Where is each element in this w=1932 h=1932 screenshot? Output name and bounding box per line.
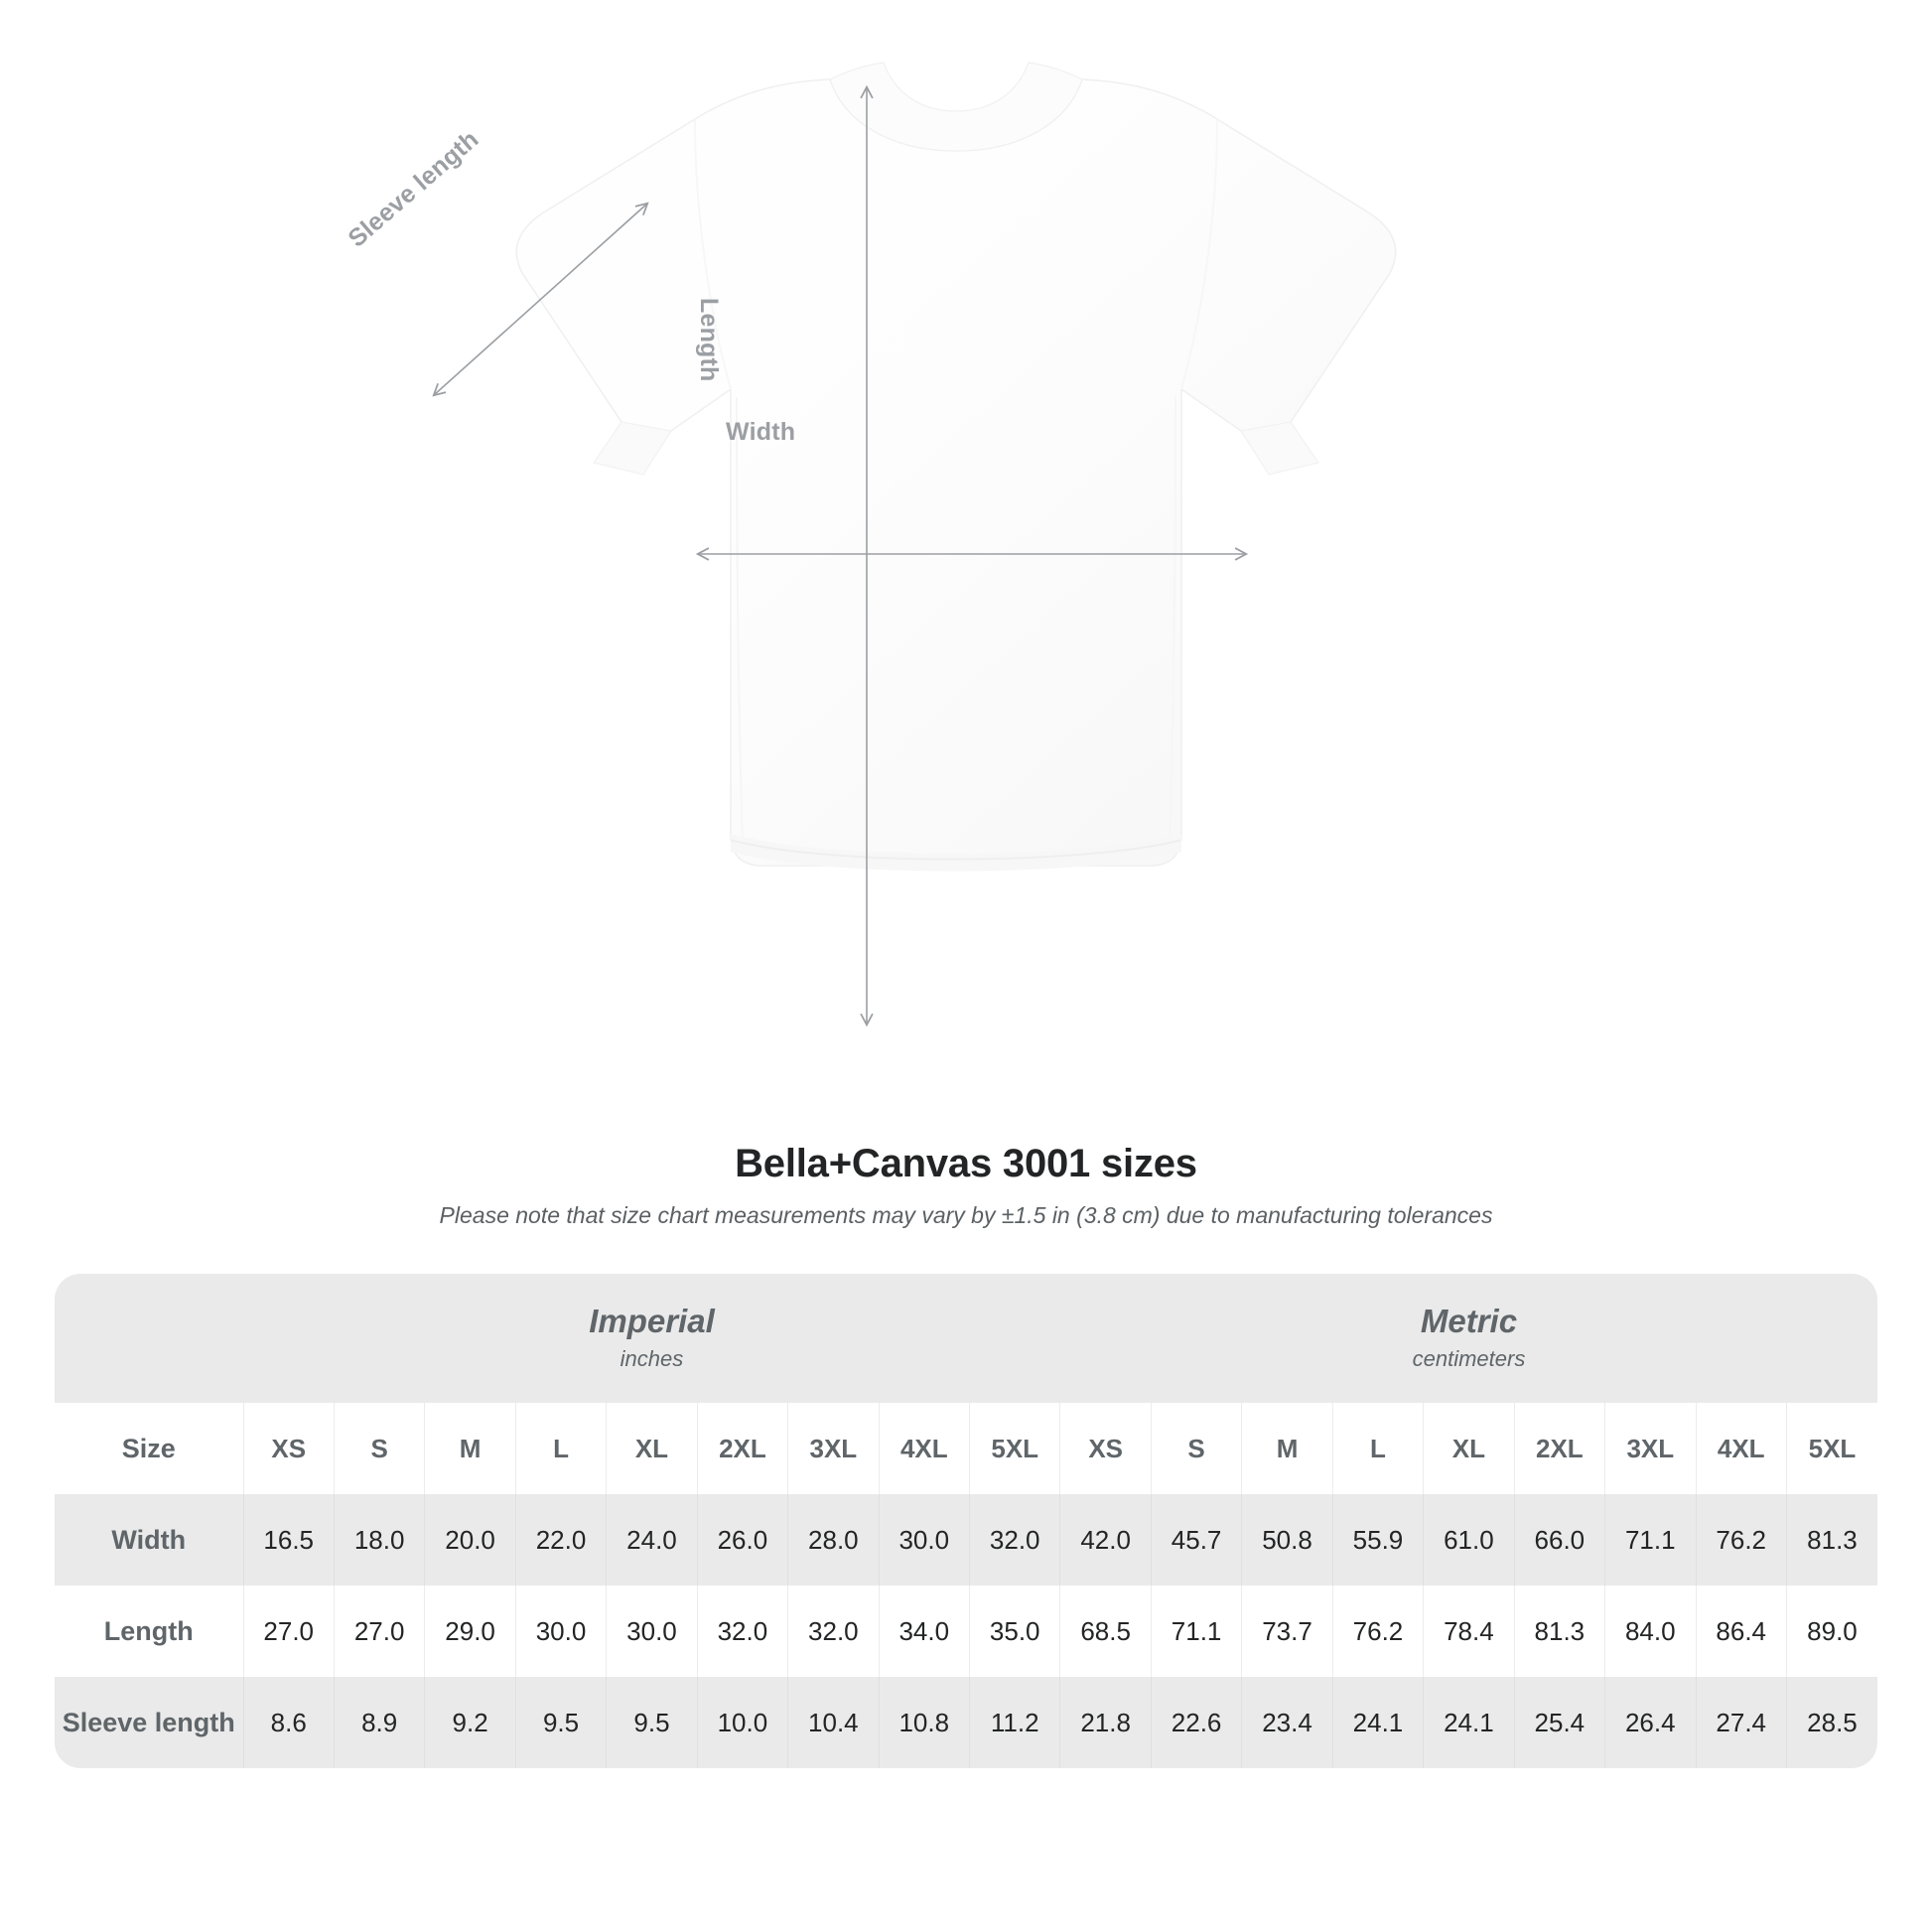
- unit-system-unit: inches: [620, 1346, 684, 1372]
- width-dimension-label: Width: [726, 418, 796, 446]
- measurement-value-cell: 81.3: [1513, 1586, 1605, 1677]
- measurement-row-label: Length: [55, 1586, 243, 1677]
- size-header-cell: 5XL: [968, 1403, 1060, 1494]
- measurement-value-cell: 10.4: [787, 1677, 880, 1768]
- measurement-value-cell: 32.0: [696, 1586, 788, 1677]
- tshirt-shape: [515, 62, 1397, 872]
- measurement-value-cell: 21.8: [1059, 1677, 1152, 1768]
- measurement-value-cell: 55.9: [1331, 1494, 1424, 1586]
- measurement-value-cell: 27.0: [242, 1586, 335, 1677]
- measurement-value-cell: 10.8: [878, 1677, 970, 1768]
- measurement-value-cell: 68.5: [1059, 1586, 1152, 1677]
- measurement-value-cell: 9.2: [424, 1677, 516, 1768]
- size-header-cell: XL: [1423, 1403, 1515, 1494]
- size-header-cell: 2XL: [1513, 1403, 1605, 1494]
- size-chart-table: Imperial inches Metric centimeters Size XS S M L…: [55, 1274, 1877, 1768]
- unit-system-name: Metric: [1420, 1302, 1518, 1339]
- measurement-value-cell: 28.0: [787, 1494, 880, 1586]
- measurement-value-cell: 29.0: [424, 1586, 516, 1677]
- measurement-value-cell: 42.0: [1059, 1494, 1152, 1586]
- size-header-cell: XL: [606, 1403, 698, 1494]
- measurement-value-cell: 26.0: [696, 1494, 788, 1586]
- measurement-row-label: Width: [55, 1494, 243, 1586]
- measurement-value-cell: 71.1: [1604, 1494, 1696, 1586]
- measurement-value-cell: 9.5: [514, 1677, 607, 1768]
- unit-system-name: Imperial: [589, 1302, 715, 1339]
- size-header-cell: XS: [242, 1403, 335, 1494]
- measurement-value-cell: 78.4: [1423, 1586, 1515, 1677]
- measurement-value-cell: 18.0: [333, 1494, 425, 1586]
- tolerance-note: Please note that size chart measurements…: [439, 1202, 1493, 1228]
- table-row: Width 16.5 18.0 20.0 22.0 24.0 26.0 28.0 30.0 32.…: [55, 1494, 1877, 1586]
- measurement-value-cell: 86.4: [1695, 1586, 1787, 1677]
- unit-system-header-row: Imperial inches Metric centimeters: [55, 1274, 1877, 1403]
- measurement-value-cell: 76.2: [1331, 1586, 1424, 1677]
- measurement-value-cell: 23.4: [1241, 1677, 1333, 1768]
- size-header-cell: 4XL: [878, 1403, 970, 1494]
- length-dimension-label: Length: [695, 298, 723, 382]
- size-header-cell: L: [514, 1403, 607, 1494]
- measurement-value-cell: 30.0: [606, 1586, 698, 1677]
- measurement-value-cell: 76.2: [1695, 1494, 1787, 1586]
- size-header-cell: S: [333, 1403, 425, 1494]
- measurement-value-cell: 66.0: [1513, 1494, 1605, 1586]
- table-row: Sleeve length 8.6 8.9 9.2 9.5 9.5 10.0 10.4 10.8…: [55, 1677, 1877, 1768]
- measurement-value-cell: 34.0: [878, 1586, 970, 1677]
- unit-system-cell-imperial: Imperial inches: [243, 1274, 1060, 1403]
- table-row: Length 27.0 27.0 29.0 30.0 30.0 32.0 32.0 34.0 35…: [55, 1586, 1877, 1677]
- measurement-value-cell: 9.5: [606, 1677, 698, 1768]
- measurement-value-cell: 16.5: [242, 1494, 335, 1586]
- size-header-cell: 3XL: [1604, 1403, 1696, 1494]
- measurement-value-cell: 8.9: [333, 1677, 425, 1768]
- size-header-cell: L: [1331, 1403, 1424, 1494]
- measurement-value-cell: 81.3: [1785, 1494, 1877, 1586]
- size-header-cell: 3XL: [787, 1403, 880, 1494]
- measurement-value-cell: 30.0: [878, 1494, 970, 1586]
- size-header-cell: S: [1150, 1403, 1242, 1494]
- measurement-guides: [432, 84, 1249, 1028]
- page-title: Bella+Canvas 3001 sizes: [735, 1142, 1197, 1185]
- size-header-cell: XS: [1059, 1403, 1152, 1494]
- measurement-value-cell: 32.0: [968, 1494, 1060, 1586]
- tshirt-illustration: Sleeve length Length Width: [343, 62, 1397, 1028]
- measurement-value-cell: 24.1: [1331, 1677, 1424, 1768]
- measurement-value-cell: 22.6: [1150, 1677, 1242, 1768]
- measurement-value-cell: 24.0: [606, 1494, 698, 1586]
- measurement-value-cell: 30.0: [514, 1586, 607, 1677]
- measurement-value-cell: 10.0: [696, 1677, 788, 1768]
- size-header-cell: 5XL: [1785, 1403, 1877, 1494]
- unit-system-unit: centimeters: [1412, 1346, 1526, 1372]
- measurement-value-cell: 25.4: [1513, 1677, 1605, 1768]
- measurement-value-cell: 84.0: [1604, 1586, 1696, 1677]
- measurement-value-cell: 35.0: [968, 1586, 1060, 1677]
- measurement-value-cell: 71.1: [1150, 1586, 1242, 1677]
- unit-system-corner-cell: [55, 1274, 243, 1403]
- measurement-value-cell: 61.0: [1423, 1494, 1515, 1586]
- size-header-cell: M: [1241, 1403, 1333, 1494]
- measurement-value-cell: 89.0: [1785, 1586, 1877, 1677]
- measurement-value-cell: 32.0: [787, 1586, 880, 1677]
- size-table-wrapper: Imperial inches Metric centimeters Size XS S M L…: [55, 1274, 1877, 1768]
- measurement-row-label: Sleeve length: [55, 1677, 243, 1768]
- size-header-cell: M: [424, 1403, 516, 1494]
- measurement-value-cell: 26.4: [1604, 1677, 1696, 1768]
- measurement-value-cell: 45.7: [1150, 1494, 1242, 1586]
- size-header-cell: 4XL: [1695, 1403, 1787, 1494]
- size-header-cell: 2XL: [696, 1403, 788, 1494]
- measurement-value-cell: 27.0: [333, 1586, 425, 1677]
- measurement-value-cell: 8.6: [242, 1677, 335, 1768]
- measurement-value-cell: 28.5: [1785, 1677, 1877, 1768]
- measurement-value-cell: 20.0: [424, 1494, 516, 1586]
- measurement-value-cell: 50.8: [1241, 1494, 1333, 1586]
- measurement-value-cell: 11.2: [968, 1677, 1060, 1768]
- unit-system-cell-metric: Metric centimeters: [1059, 1274, 1877, 1403]
- measurement-value-cell: 27.4: [1695, 1677, 1787, 1768]
- caption-block: Bella+Canvas 3001 sizes Please note that…: [0, 1142, 1932, 1229]
- size-header-row: Size XS S M L XL 2XL 3XL 4XL 5XL XS S M L XL 2XL 3XL 4XL 5…: [55, 1403, 1877, 1494]
- measurement-value-cell: 22.0: [514, 1494, 607, 1586]
- measurement-value-cell: 73.7: [1241, 1586, 1333, 1677]
- size-row-label: Size: [55, 1403, 243, 1494]
- measurement-value-cell: 24.1: [1423, 1677, 1515, 1768]
